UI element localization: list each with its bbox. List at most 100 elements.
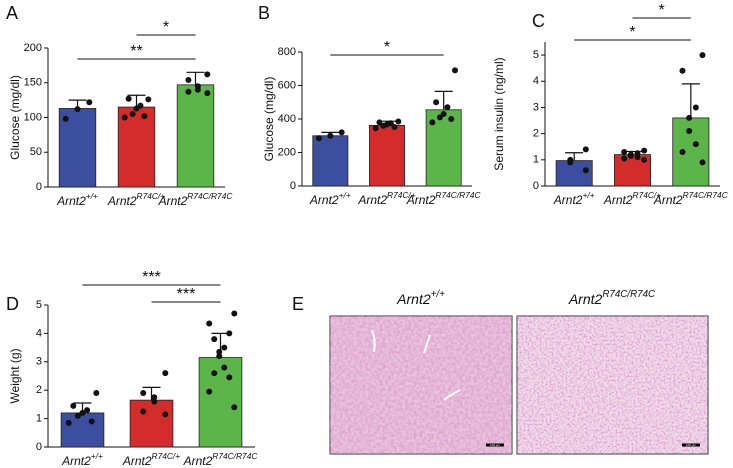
data-point: [140, 408, 147, 415]
data-point: [582, 146, 589, 153]
panel-label: E: [292, 294, 304, 314]
data-point: [380, 122, 387, 129]
data-point: [151, 398, 158, 405]
y-axis-label: Glucose (mg/dl): [8, 75, 22, 160]
y-tick-label: 5: [533, 49, 539, 61]
data-point: [141, 113, 148, 120]
y-tick-label: 1: [533, 154, 539, 166]
data-point: [692, 141, 699, 148]
significance-label: ***: [177, 286, 196, 303]
x-tick-label: Arnt2+/+: [309, 190, 351, 207]
chart: B Glucose (mg/dl) 0 200 400 600 800 Arnt2+/+ Arn…: [258, 3, 482, 207]
data-point: [621, 148, 628, 155]
data-point: [692, 104, 699, 111]
significance-label: **: [130, 43, 142, 60]
x-tick-label: Arnt2+/+: [56, 191, 98, 208]
data-point: [185, 76, 192, 83]
data-point: [216, 348, 223, 355]
data-point: [74, 106, 81, 113]
error-bar: [565, 152, 584, 161]
data-point: [327, 132, 334, 139]
y-tick-label: 2: [36, 384, 42, 396]
data-point: [226, 330, 233, 337]
data-point: [395, 118, 402, 125]
bar: [198, 357, 243, 448]
image-title: Arnt2R74C/R74C: [568, 289, 656, 307]
x-tick-label: Arnt2R74C/+: [107, 191, 165, 208]
data-point: [162, 411, 169, 418]
data-point: [133, 105, 140, 112]
panel-label: C: [532, 11, 545, 31]
histology-panel: E 100 µm 100 µm: [292, 294, 709, 455]
data-point: [206, 388, 213, 395]
data-point: [627, 152, 634, 159]
y-tick-label: 0: [36, 441, 42, 453]
y-tick-label: 150: [24, 77, 42, 89]
chart: A Glucose (mg/dl) 0 50 100 150 200 Arnt2+/+ Arnt…: [6, 3, 233, 208]
data-point: [429, 119, 436, 126]
x-tick-label: Arnt2+/+: [61, 451, 103, 468]
data-point: [433, 99, 440, 106]
data-point: [338, 129, 345, 136]
bar: [176, 84, 215, 188]
x-tick-label: Arnt2R74C/+: [603, 190, 661, 207]
y-tick-label: 5: [36, 299, 42, 311]
data-point: [391, 124, 398, 131]
data-point: [582, 167, 589, 174]
data-point: [185, 88, 192, 95]
data-point: [567, 159, 574, 166]
data-point: [641, 156, 648, 163]
bar: [312, 135, 349, 187]
data-point: [686, 128, 693, 135]
data-point: [65, 419, 72, 426]
data-point: [129, 111, 136, 118]
data-point: [686, 114, 693, 121]
x-tick-label: Arnt2R74C/R74C: [406, 190, 482, 207]
x-tick-label: Arnt2R74C/R74C: [158, 191, 234, 208]
x-tick-label: Arnt2R74C/+: [122, 451, 180, 468]
data-point: [79, 409, 86, 416]
data-point: [679, 67, 686, 74]
y-tick-label: 2: [533, 128, 539, 140]
y-tick-label: 600: [278, 79, 296, 91]
panel-label: A: [6, 3, 18, 23]
data-point: [231, 404, 238, 411]
histology-texture: [517, 316, 708, 454]
data-point: [436, 114, 443, 121]
data-point: [125, 95, 132, 102]
panel-label: D: [6, 294, 19, 314]
y-tick-label: 1: [36, 413, 42, 425]
y-axis-label: Serum insulin (ng/ml): [492, 57, 506, 170]
error-bar: [186, 71, 205, 85]
data-point: [211, 370, 218, 377]
data-point: [70, 402, 77, 409]
y-tick-label: 50: [30, 146, 42, 158]
y-tick-label: 0: [290, 180, 296, 192]
data-point: [448, 116, 455, 122]
data-point: [221, 364, 228, 371]
x-tick-label: Arnt2R74C/+: [357, 190, 415, 207]
data-point: [206, 320, 213, 327]
bar: [60, 412, 105, 448]
bar: [369, 124, 405, 187]
data-point: [621, 155, 628, 162]
y-tick-label: 200: [24, 42, 42, 54]
data-point: [151, 394, 158, 401]
data-point: [452, 67, 458, 74]
data-point: [204, 90, 211, 97]
significance-label: ***: [142, 269, 161, 286]
data-point: [140, 390, 147, 397]
data-point: [216, 353, 223, 360]
significance-label: *: [384, 39, 390, 56]
scale-bar-label: 100 µm: [686, 443, 697, 447]
data-point: [444, 104, 451, 111]
data-point: [88, 418, 95, 425]
data-point: [634, 154, 641, 161]
histology-texture: [330, 316, 512, 454]
significance-label: *: [629, 24, 635, 41]
y-tick-label: 0: [533, 180, 539, 192]
data-point: [699, 52, 706, 59]
bar: [672, 117, 710, 187]
data-point: [231, 310, 238, 317]
data-point: [121, 114, 128, 121]
